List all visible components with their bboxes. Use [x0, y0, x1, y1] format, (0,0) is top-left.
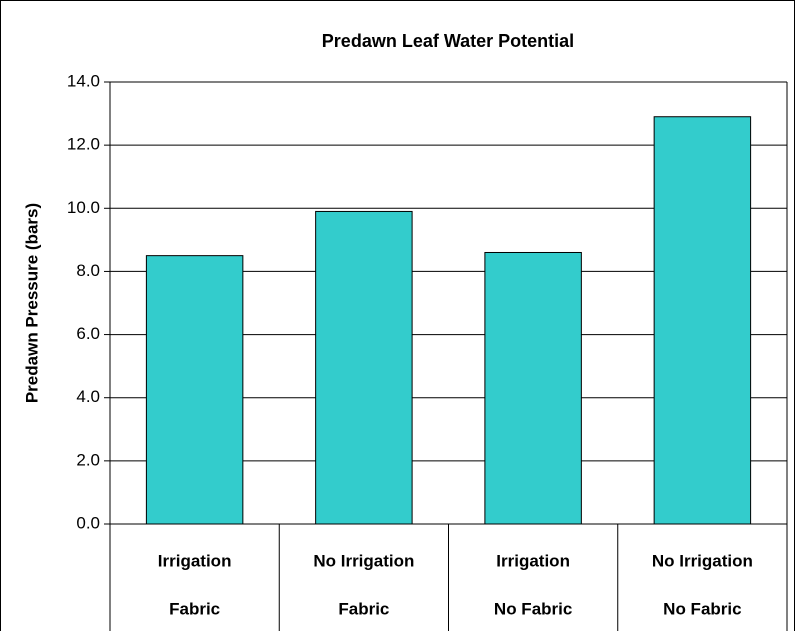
- chart-title: Predawn Leaf Water Potential: [322, 31, 574, 51]
- x-tick-label: Irrigation: [158, 551, 232, 570]
- y-tick-label: 2.0: [76, 450, 100, 469]
- bar: [315, 210, 413, 525]
- y-tick-label: 6.0: [76, 324, 100, 343]
- x-tick-label: Irrigation: [496, 551, 570, 570]
- y-axis-label: Predawn Pressure (bars): [22, 203, 41, 403]
- bar: [653, 116, 752, 525]
- x-tick-label: No Fabric: [494, 599, 572, 618]
- y-tick-label: 12.0: [67, 135, 100, 154]
- bar: [484, 251, 582, 525]
- x-tick-label: No Fabric: [663, 599, 741, 618]
- x-tick-label: Fabric: [169, 599, 220, 618]
- y-tick-label: 0.0: [76, 513, 100, 532]
- x-tick-label: No Irrigation: [313, 551, 414, 570]
- y-tick-label: 8.0: [76, 261, 100, 280]
- y-tick-label: 4.0: [76, 387, 100, 406]
- y-tick-label: 10.0: [67, 198, 100, 217]
- y-tick-label: 14.0: [67, 71, 100, 90]
- x-tick-label: Fabric: [338, 599, 389, 618]
- x-tick-label: No Irrigation: [652, 551, 753, 570]
- bar: [145, 255, 244, 525]
